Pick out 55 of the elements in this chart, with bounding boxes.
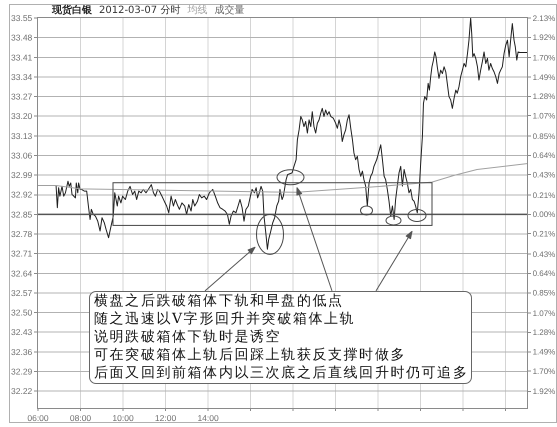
annotation: 说明跌破箱体下轨时是诱空: [94, 328, 282, 346]
text: 成交量: [214, 5, 244, 17]
line-series: [38, 163, 527, 193]
y-tick-label: 32.29: [11, 366, 33, 377]
y-tick-label: 32.36: [11, 346, 33, 357]
chart-title: 现货白银: [52, 5, 92, 17]
y2-tick-label: 0.21%: [532, 230, 556, 239]
y2-tick-label: 1.49%: [532, 348, 556, 357]
text: 均线: [187, 5, 208, 17]
y2-tick-label: 1.70%: [532, 53, 556, 62]
x-tick-label: 06:00: [27, 413, 49, 424]
y2-tick-label: 0.64%: [532, 269, 556, 278]
y2-tick-label: 1.70%: [532, 366, 556, 376]
y2-tick-label: 0.00%: [532, 210, 556, 220]
y2-tick-label: 1.28%: [532, 92, 556, 102]
y-tick-label: 32.57: [11, 288, 33, 298]
annotation: 随之迅速以V字形回升并突破箱体上轨: [94, 310, 356, 328]
y-tick-label: 33.48: [11, 32, 33, 43]
y-tick-label: 33.20: [11, 111, 33, 122]
annotation: 横盘之后跌破箱体下轨和早盘的低点: [94, 292, 345, 310]
y-tick-label: 33.34: [11, 72, 33, 82]
y-tick-label: 33.27: [11, 92, 33, 102]
y-tick-label: 32.78: [11, 229, 33, 240]
y-tick-label: 33.55: [11, 12, 33, 23]
y-tick-label: 32.99: [11, 170, 33, 180]
y2-tick-label: 1.07%: [532, 308, 556, 318]
y-tick-label: 32.71: [11, 248, 33, 259]
y2-tick-label: 1.07%: [532, 112, 556, 121]
y2-tick-label: 1.28%: [532, 328, 556, 338]
y-tick-label: 32.22: [11, 386, 33, 396]
y2-tick-label: 0.21%: [532, 190, 556, 200]
annotation: 后面又回到前箱体内以三次底之后直线回升时仍可追多: [94, 364, 468, 382]
y2-tick-label: 1.92%: [532, 387, 556, 396]
annotation: 可在突破箱体上轨后回踩上轨获反支撑时做多: [94, 346, 407, 364]
y2-tick-label: 0.43%: [532, 250, 556, 259]
x-tick-label: 08:00: [70, 413, 92, 424]
x-tick-label: 10:00: [112, 413, 134, 424]
y2-tick-label: 1.49%: [532, 72, 556, 82]
y-tick-label: 33.41: [11, 52, 33, 62]
y2-tick-label: 0.85%: [532, 132, 556, 141]
y-tick-label: 32.92: [11, 190, 33, 200]
x-tick-label: 12:00: [154, 413, 176, 424]
y-tick-label: 32.50: [11, 308, 33, 318]
y-tick-label: 32.85: [11, 209, 33, 220]
y2-tick-label: 0.43%: [532, 170, 556, 180]
y-tick-label: 33.06: [11, 150, 33, 160]
y-tick-label: 33.13: [11, 130, 33, 141]
y-tick-label: 32.43: [11, 327, 33, 338]
y2-tick-label: 2.13%: [532, 14, 556, 23]
x-tick-label: 14:00: [197, 413, 219, 424]
y2-tick-label: 0.64%: [532, 151, 556, 160]
chart-subtitle: 2012-03-07 分时: [99, 5, 180, 17]
y-tick-label: 32.64: [11, 268, 33, 278]
y2-tick-label: 0.85%: [532, 288, 556, 298]
y2-tick-label: 1.92%: [532, 33, 556, 42]
